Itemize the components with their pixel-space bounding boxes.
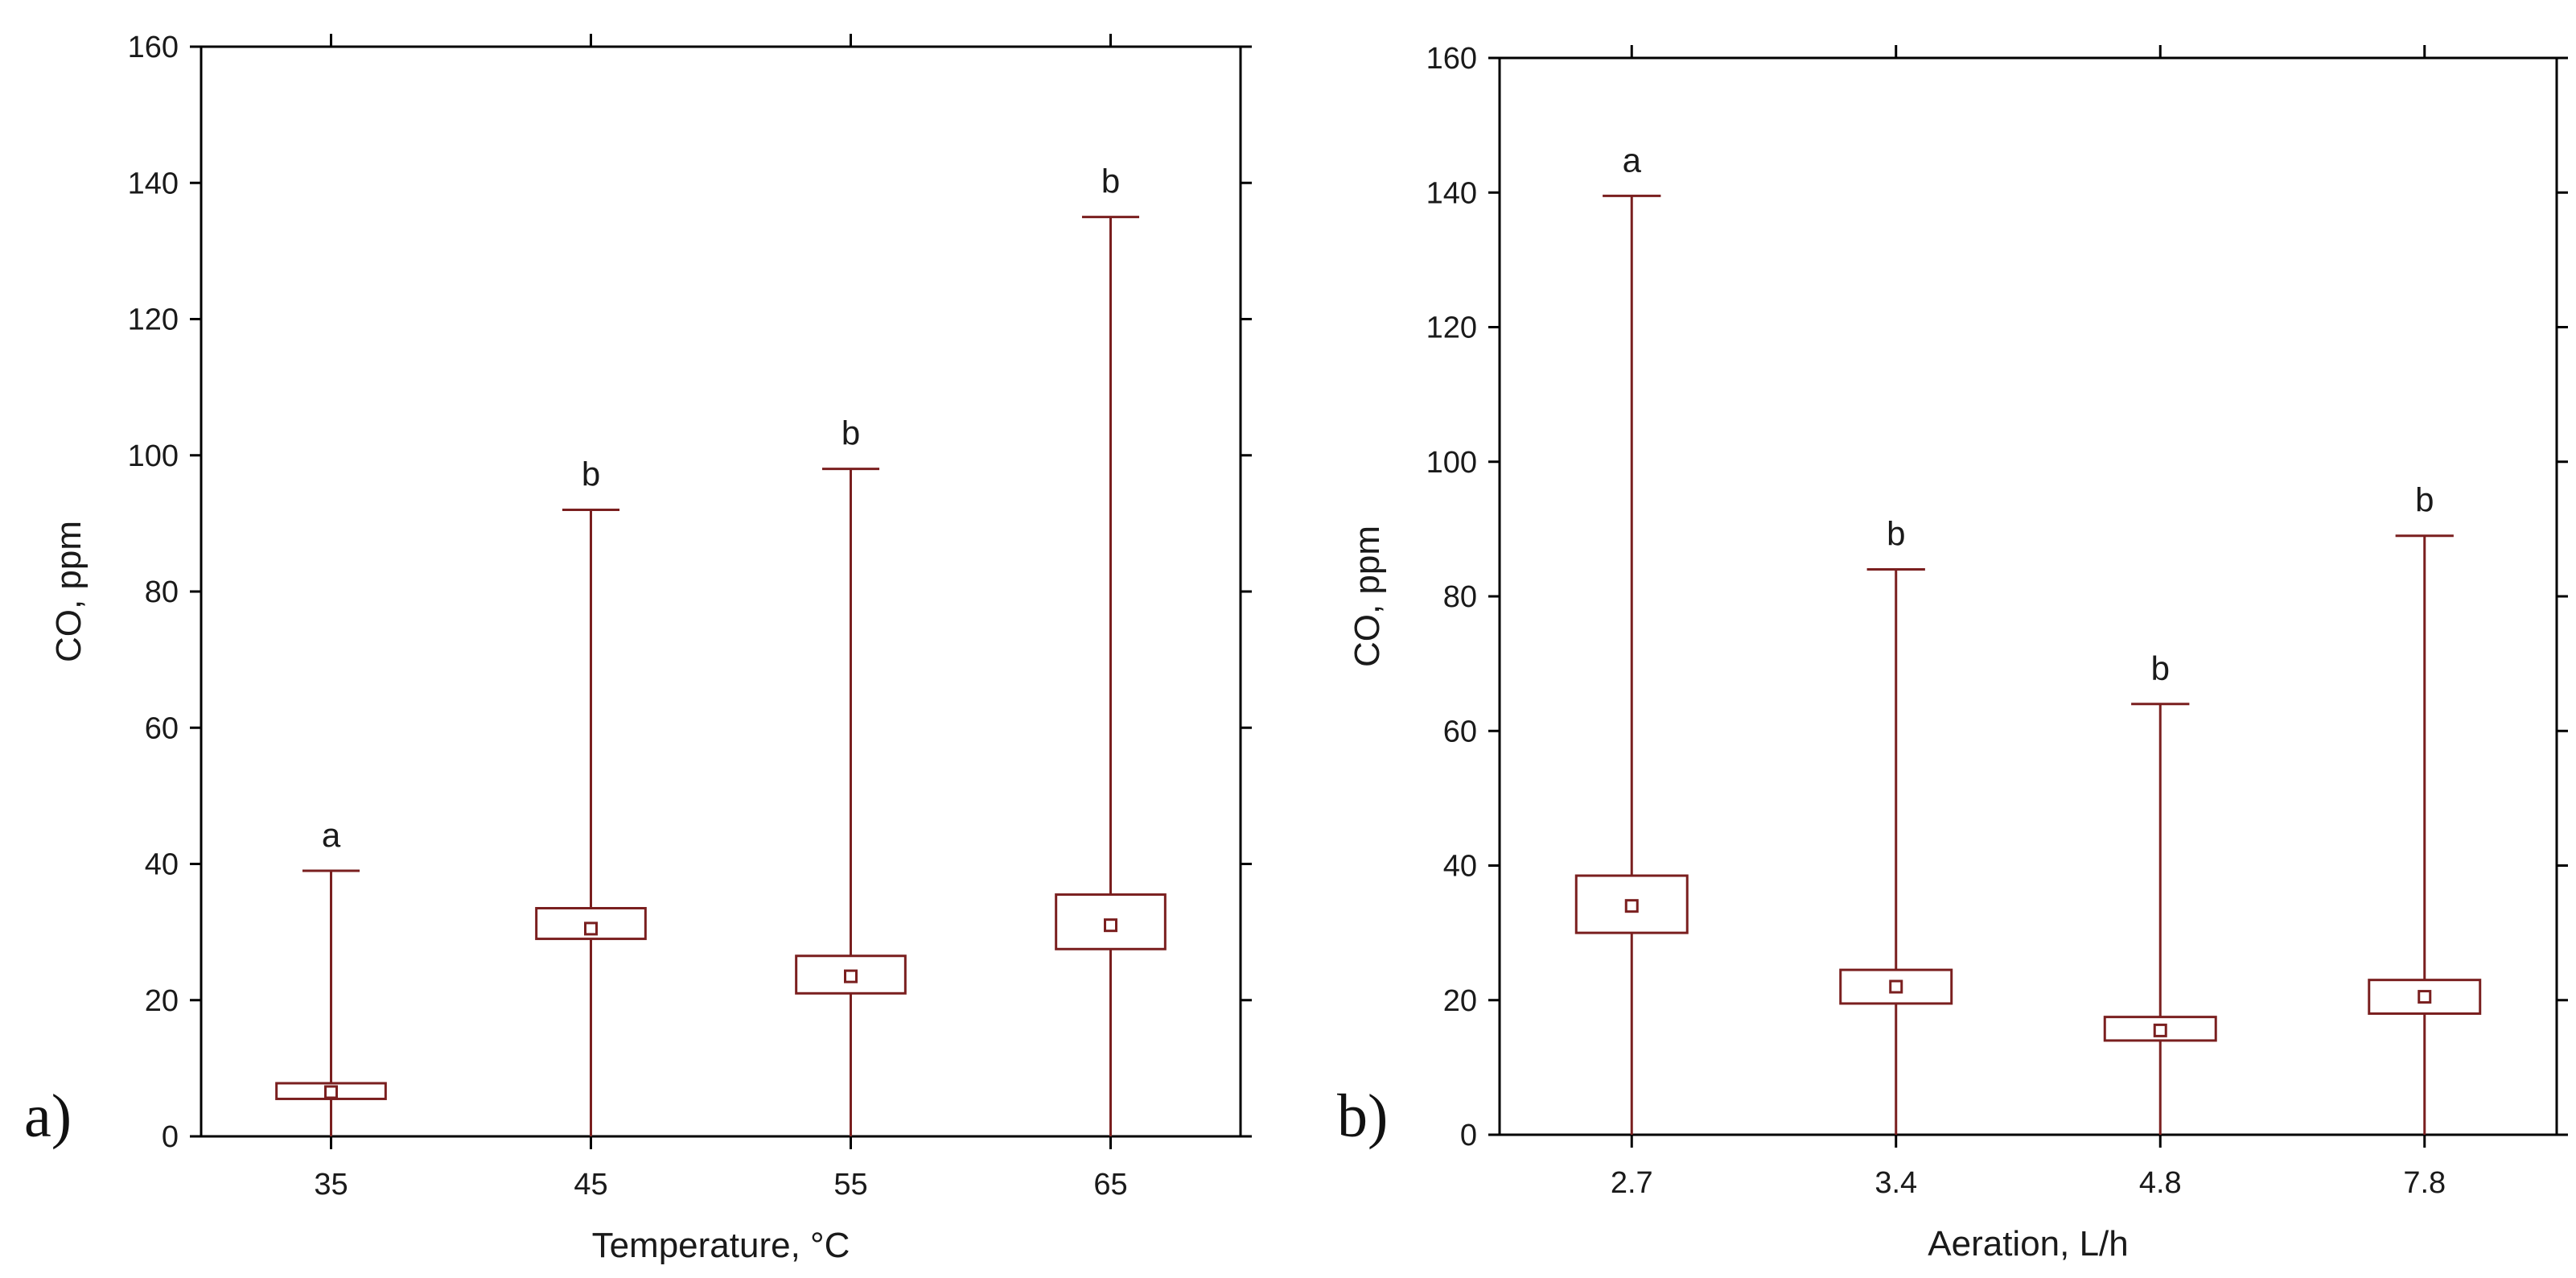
- x-tick-label: 55: [833, 1168, 867, 1202]
- median-marker: [2153, 1023, 2167, 1037]
- median-marker: [1624, 899, 1639, 913]
- significance-letter: b: [2415, 481, 2434, 519]
- panel-label-b: b): [1337, 1082, 1388, 1150]
- panel-a-temperature-chart: 0 20 40 60 80 100 120 140 160 35 45 55 65 Temperature…: [49, 31, 1252, 1265]
- median-marker: [1104, 918, 1117, 933]
- significance-letter: a: [322, 816, 341, 854]
- y-tick-label: 160: [1426, 42, 1477, 76]
- significance-letter: b: [842, 414, 860, 452]
- y-tick-label: 20: [145, 984, 179, 1018]
- y-tick-label: 80: [1443, 580, 1477, 614]
- panel-b-aeration-chart: 0 20 40 60 80 100 120 140 160 2.7 3.4 4.8 7.8 Aeratio…: [1348, 42, 2568, 1264]
- x-tick-label: 35: [314, 1168, 348, 1202]
- y-tick-label: 60: [145, 711, 179, 745]
- x-tick-label: 2.7: [1611, 1166, 1653, 1200]
- y-tick-label: 80: [145, 575, 179, 609]
- y-tick-label: 120: [1426, 311, 1477, 345]
- x-tick-label: 7.8: [2403, 1166, 2446, 1200]
- x-tick-label: 3.4: [1874, 1166, 1917, 1200]
- plot-frame: [1498, 56, 2558, 1136]
- median-marker: [584, 921, 598, 936]
- median-marker: [1889, 979, 1903, 994]
- y-tick-label: 100: [128, 439, 179, 473]
- x-axis-title: Aeration, L/h: [1928, 1224, 2129, 1264]
- significance-letter: b: [2151, 649, 2170, 687]
- y-tick-label: 140: [1426, 176, 1477, 210]
- y-tick-label: 0: [1460, 1119, 1477, 1152]
- median-marker: [324, 1085, 338, 1099]
- significance-letter: a: [1623, 141, 1642, 179]
- median-marker: [2418, 990, 2432, 1004]
- significance-letter: b: [1101, 163, 1120, 200]
- significance-letter: b: [1887, 515, 1905, 553]
- x-tick-label: 4.8: [2139, 1166, 2182, 1200]
- y-tick-label: 60: [1443, 715, 1477, 748]
- x-axis-title: Temperature, °C: [592, 1226, 850, 1265]
- x-tick-label: 65: [1093, 1168, 1127, 1202]
- y-axis-title: CO, ppm: [49, 521, 88, 662]
- y-tick-label: 100: [1426, 446, 1477, 480]
- y-tick-label: 140: [128, 167, 179, 200]
- y-tick-label: 120: [128, 303, 179, 337]
- x-tick-label: 45: [574, 1168, 607, 1202]
- y-tick-label: 40: [1443, 850, 1477, 884]
- y-tick-label: 20: [1443, 984, 1477, 1018]
- median-marker: [844, 969, 858, 983]
- y-tick-label: 40: [145, 848, 179, 882]
- y-tick-label: 0: [162, 1120, 179, 1154]
- panel-label-a: a): [24, 1082, 72, 1150]
- y-tick-label: 160: [128, 31, 179, 64]
- plot-frame: [200, 45, 1242, 1138]
- y-axis-title: CO, ppm: [1348, 526, 1387, 667]
- significance-letter: b: [582, 455, 600, 493]
